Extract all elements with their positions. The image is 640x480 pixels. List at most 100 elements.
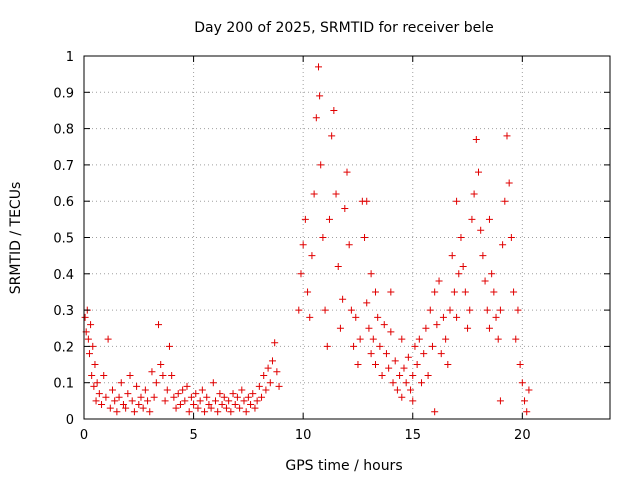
data-point — [398, 393, 406, 401]
data-point — [87, 321, 95, 329]
data-point — [450, 288, 458, 296]
data-point — [503, 132, 511, 140]
data-point — [479, 252, 487, 260]
data-point — [354, 361, 362, 369]
data-point — [271, 339, 279, 347]
data-point — [496, 306, 504, 314]
data-point — [459, 263, 467, 271]
data-point — [299, 241, 307, 249]
data-point — [95, 390, 103, 398]
y-tick-label: 0.7 — [53, 159, 74, 174]
data-point — [435, 277, 443, 285]
data-point — [90, 382, 98, 390]
data-point — [380, 321, 388, 329]
data-point — [374, 313, 382, 321]
data-point — [297, 270, 305, 278]
data-point — [312, 114, 320, 122]
data-point — [464, 324, 472, 332]
data-point — [389, 379, 397, 387]
data-point — [89, 342, 97, 350]
data-point — [483, 306, 491, 314]
data-point — [418, 379, 426, 387]
data-point — [470, 190, 478, 198]
data-point — [183, 382, 191, 390]
data-point — [341, 204, 349, 212]
data-point — [225, 397, 233, 405]
data-point — [411, 342, 419, 350]
data-point — [409, 371, 417, 379]
data-point — [253, 397, 261, 405]
x-tick-label: 5 — [189, 428, 197, 443]
data-point — [371, 288, 379, 296]
y-tick-label: 0.9 — [53, 86, 74, 101]
data-point — [433, 321, 441, 329]
x-tick-label: 15 — [404, 428, 421, 443]
data-point — [485, 324, 493, 332]
data-point — [187, 393, 195, 401]
data-point — [525, 386, 533, 394]
data-point — [170, 393, 178, 401]
data-point — [214, 408, 222, 416]
data-point — [196, 397, 204, 405]
y-tick-label: 0 — [66, 413, 74, 428]
data-point — [242, 408, 250, 416]
data-point — [100, 371, 108, 379]
data-point — [273, 368, 281, 376]
data-point — [315, 63, 323, 71]
data-point — [323, 342, 331, 350]
y-tick-label: 0.1 — [53, 377, 74, 392]
data-point — [387, 288, 395, 296]
y-axis-label: SRMTID / TECUs — [8, 182, 24, 295]
y-tick-label: 0.3 — [53, 304, 74, 319]
data-point — [185, 408, 193, 416]
data-point — [113, 408, 121, 416]
data-point — [216, 390, 224, 398]
data-point — [258, 393, 266, 401]
data-point — [369, 335, 377, 343]
axis-ticks — [83, 55, 610, 420]
data-point — [356, 335, 364, 343]
data-point — [218, 400, 226, 408]
data-point — [319, 234, 327, 241]
data-point — [385, 364, 393, 372]
data-point — [490, 288, 498, 296]
data-point — [371, 361, 379, 369]
data-point — [466, 306, 474, 314]
data-point — [181, 397, 189, 405]
data-point — [207, 404, 215, 412]
data-point — [92, 397, 100, 405]
data-point — [108, 386, 116, 394]
data-point — [317, 161, 325, 169]
data-point — [128, 397, 136, 405]
data-point — [402, 379, 410, 387]
data-point — [453, 313, 461, 321]
data-point — [475, 168, 482, 176]
data-point — [81, 313, 89, 321]
x-tick-label: 0 — [80, 428, 88, 443]
data-point — [251, 404, 259, 412]
data-point — [461, 288, 469, 296]
data-point — [444, 361, 452, 369]
data-point — [137, 393, 145, 401]
data-point — [275, 382, 283, 390]
data-point — [144, 397, 152, 405]
data-point — [325, 215, 333, 223]
x-tick-label: 20 — [514, 428, 531, 443]
data-point — [161, 397, 169, 405]
data-point — [468, 215, 476, 223]
data-point — [409, 397, 417, 405]
data-point — [190, 400, 198, 408]
data-point — [477, 226, 485, 234]
x-tick-label: 10 — [295, 428, 312, 443]
data-point — [139, 404, 147, 412]
data-point — [308, 252, 316, 260]
data-point — [260, 371, 268, 379]
data-point — [332, 190, 340, 198]
data-point — [122, 404, 130, 412]
data-point — [437, 350, 445, 358]
data-point — [249, 390, 257, 398]
grid-lines — [84, 56, 610, 419]
data-point — [363, 197, 371, 205]
y-tick-label: 0.5 — [53, 232, 74, 247]
data-point — [415, 335, 423, 343]
